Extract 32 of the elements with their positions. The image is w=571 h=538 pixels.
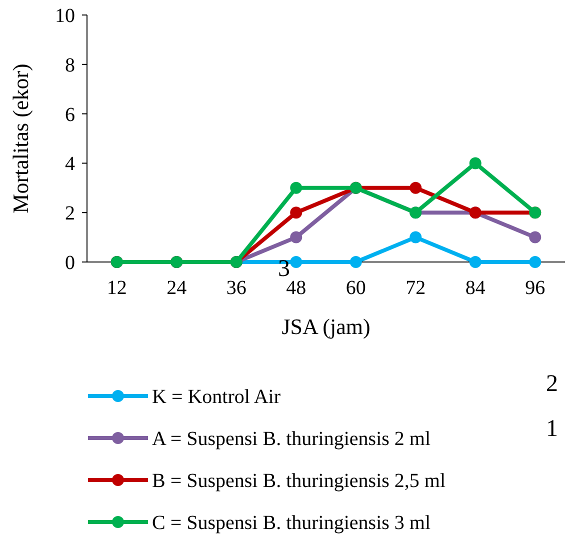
point: [290, 182, 302, 194]
legend-label: K = Kontrol Air: [152, 386, 281, 408]
point: [290, 231, 302, 244]
y-tick-label: 2: [65, 202, 75, 225]
x-tick-label: 84: [465, 277, 486, 299]
y-tick-label: 0: [65, 252, 75, 274]
y-axis-title: Mortalitas (ekor): [8, 64, 33, 214]
point: [290, 206, 302, 219]
x-tick-label: 60: [346, 277, 366, 299]
text: 2: [546, 371, 558, 397]
text: 1: [546, 416, 558, 442]
point: [290, 256, 302, 268]
x-tick-label: 72: [406, 277, 426, 299]
point: [529, 231, 542, 244]
y-tick-label: 8: [65, 54, 75, 76]
legend-label: A = Suspensi B. thuringiensis 2 ml: [152, 428, 431, 450]
legend-label: B = Suspensi B. thuringiensis 2,5 ml: [152, 470, 446, 492]
point: [469, 256, 482, 268]
point: [469, 157, 482, 170]
point: [529, 256, 542, 268]
point: [350, 256, 362, 268]
x-tick-label: 36: [226, 277, 246, 299]
y-tick-label: 4: [65, 153, 75, 176]
x-tick-label: 24: [166, 277, 187, 299]
point: [410, 231, 422, 244]
x-tick-label: 96: [525, 277, 546, 299]
x-axis-title: JSA (jam): [282, 314, 370, 339]
y-tick-label: 6: [65, 104, 75, 126]
legend-label: C = Suspensi B. thuringiensis 3 ml: [152, 512, 431, 534]
point: [410, 182, 422, 194]
y-tick-label: 10: [55, 5, 75, 27]
x-tick-label: 12: [106, 277, 127, 299]
